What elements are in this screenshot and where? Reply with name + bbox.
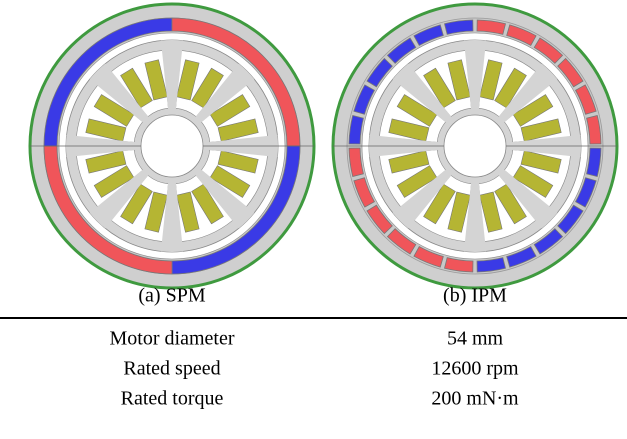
figure: (a) SPM (b) IPM Motor diameter 54 mm Rated… bbox=[0, 0, 627, 439]
table: Motor diameter 54 mm Rated speed 12600 rpm R… bbox=[110, 328, 520, 410]
table-cell: Motor diameter bbox=[110, 328, 235, 350]
motor-drawings bbox=[30, 4, 617, 288]
shaft bbox=[141, 115, 203, 177]
table-cell: 54 mm bbox=[447, 328, 504, 350]
table-cell: 200 mN·m bbox=[431, 388, 519, 410]
table-cell: Rated torque bbox=[121, 388, 224, 410]
table-cell: Rated speed bbox=[123, 358, 220, 380]
table-cell: 12600 rpm bbox=[431, 358, 519, 380]
shaft bbox=[444, 115, 506, 177]
page: {"figures": [{"caption": "(a) SPM"}, {"c… bbox=[0, 0, 627, 439]
caption: (a) SPM bbox=[138, 285, 205, 307]
caption: (b) IPM bbox=[443, 285, 507, 307]
